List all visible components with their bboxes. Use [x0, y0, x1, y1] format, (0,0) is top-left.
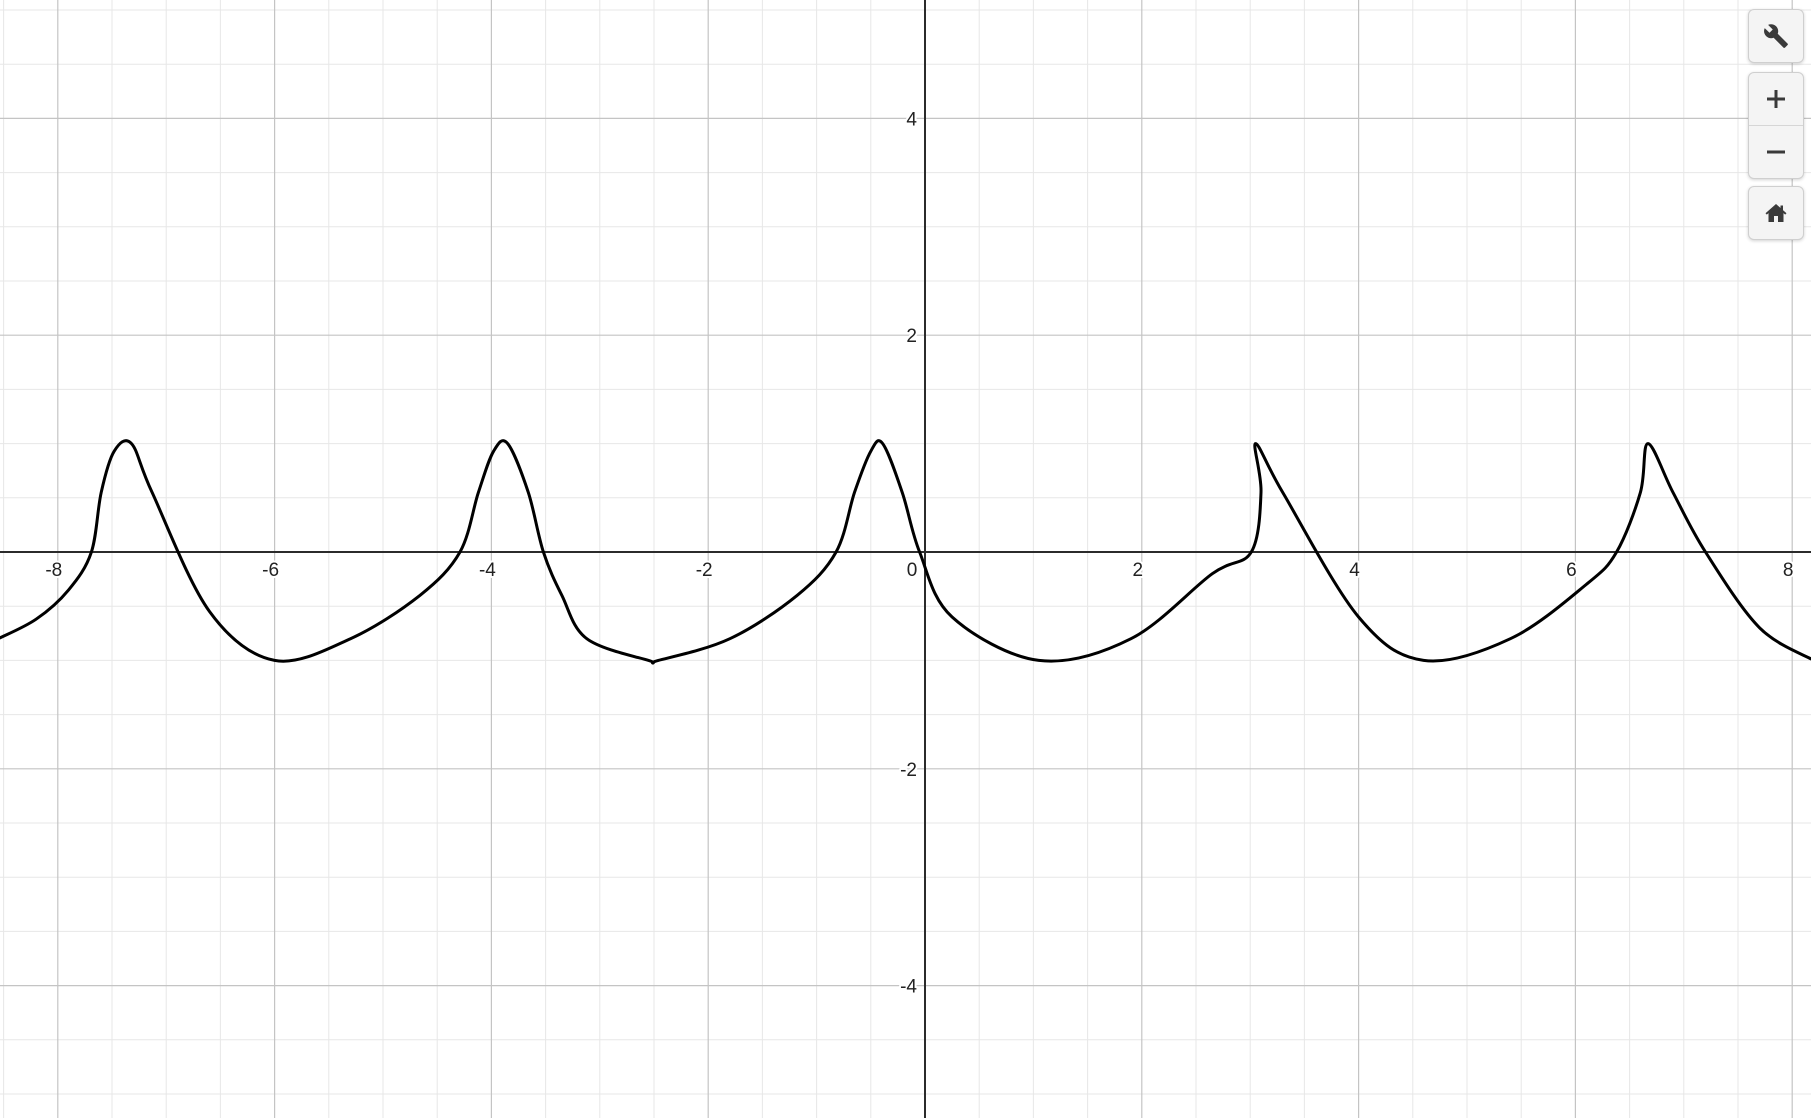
- x-tick-label: -8: [45, 560, 62, 581]
- tick-labels: -8 -6 -4 -2 0 2 4 6 8 4 2 -2 -4: [43, 107, 1795, 999]
- x-tick-label: 2: [1133, 560, 1144, 581]
- y-tick-label: -4: [900, 977, 917, 998]
- wrench-icon: [1764, 24, 1788, 48]
- x-tick-label: -2: [696, 560, 713, 581]
- home-toolbar: [1748, 186, 1804, 240]
- zoom-in-button[interactable]: [1749, 73, 1803, 125]
- y-tick-label: 4: [906, 109, 917, 130]
- plus-icon: [1767, 90, 1785, 108]
- home-icon: [1765, 204, 1787, 222]
- zoom-toolbar: [1748, 72, 1804, 179]
- default-viewport-button[interactable]: [1749, 187, 1803, 239]
- settings-toolbar: [1748, 9, 1804, 63]
- graph-settings-button[interactable]: [1749, 10, 1803, 62]
- y-tick-label: -2: [900, 760, 917, 781]
- plot-curves[interactable]: [0, 439, 1811, 665]
- x-tick-label: 4: [1349, 560, 1360, 581]
- x-tick-label: 0: [907, 560, 918, 581]
- series-curve-0[interactable]: [0, 439, 1811, 665]
- y-tick-label: 2: [906, 326, 917, 347]
- minus-icon: [1767, 150, 1785, 154]
- x-tick-label: -6: [262, 560, 279, 581]
- x-tick-label: -4: [479, 560, 496, 581]
- x-tick-label: 8: [1783, 560, 1794, 581]
- x-tick-label: 6: [1566, 560, 1577, 581]
- zoom-out-button[interactable]: [1749, 125, 1803, 178]
